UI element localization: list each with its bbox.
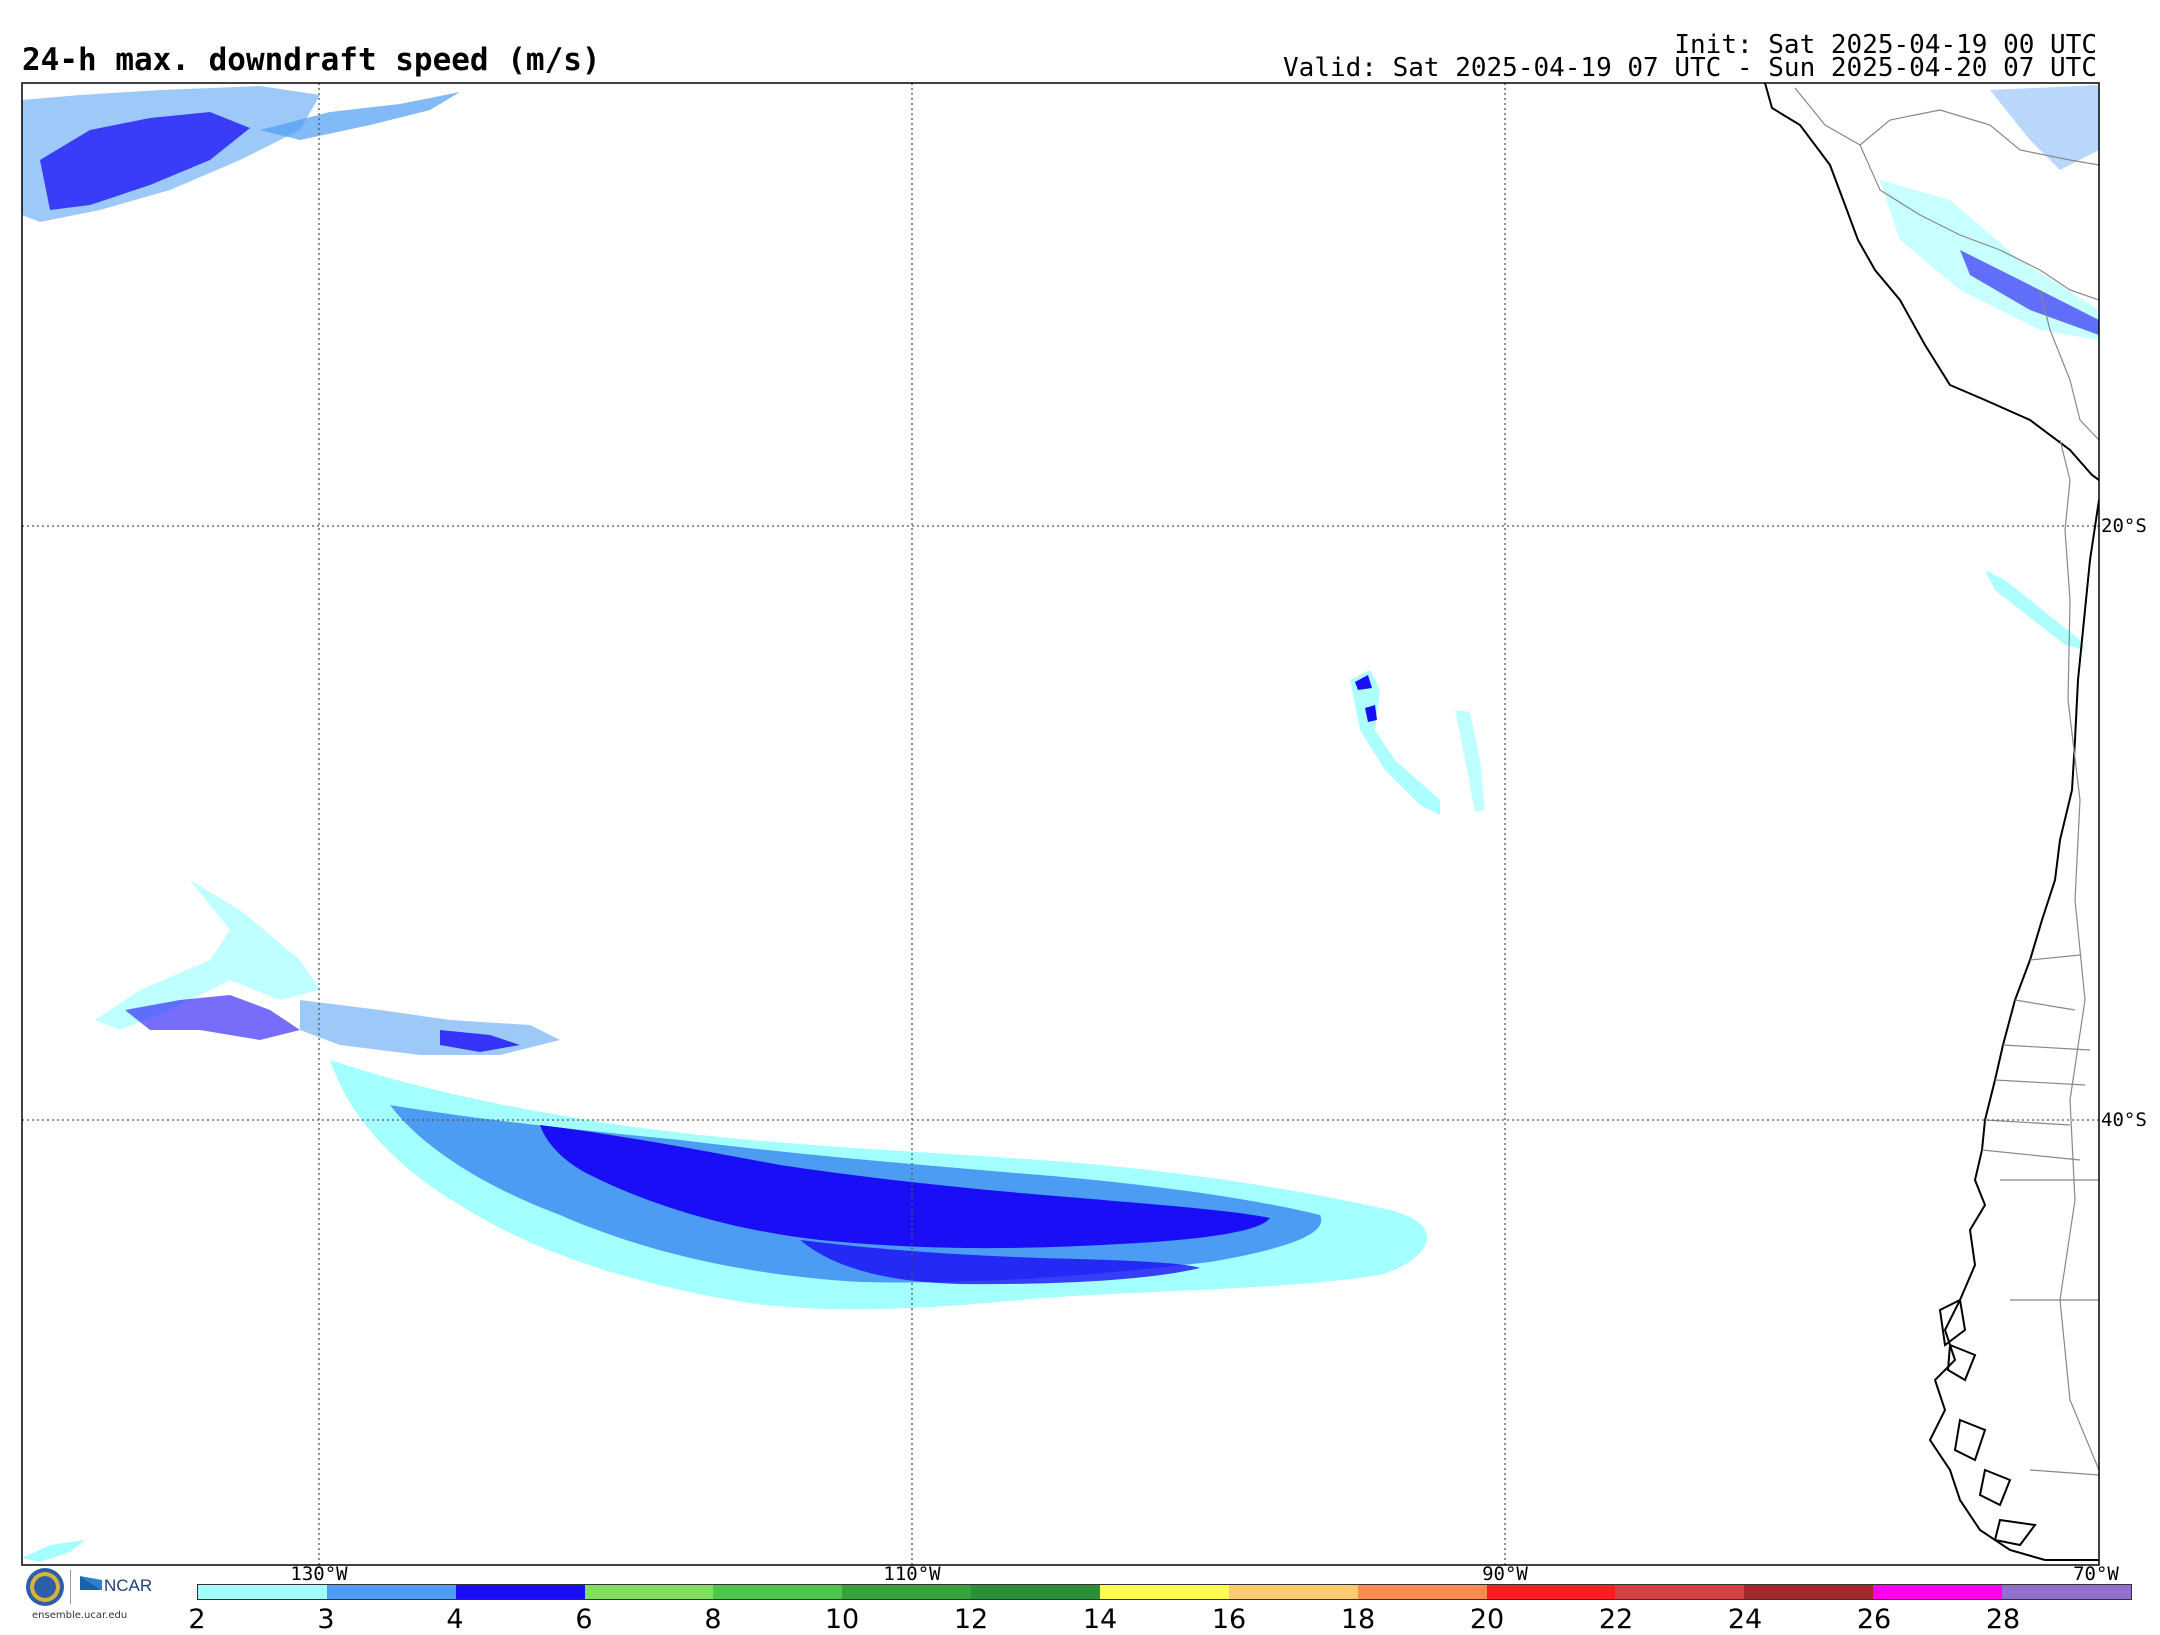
lat-label-20s: 20°S xyxy=(2101,515,2147,537)
colorbar-segment xyxy=(326,1585,456,1599)
colorbar-segment xyxy=(2002,1585,2131,1599)
map-content xyxy=(22,83,2099,1565)
colorbar-tick-label: 18 xyxy=(1340,1604,1376,1635)
colorbar-tick-label: 10 xyxy=(824,1604,860,1635)
colorbar-tick-label: 12 xyxy=(953,1604,989,1635)
colorbar-tick-label: 16 xyxy=(1211,1604,1247,1635)
colorbar-segment xyxy=(842,1585,972,1599)
map-title: 24-h max. downdraft speed (m/s) xyxy=(22,42,601,78)
country-borders xyxy=(1794,87,2099,1476)
colorbar-segment xyxy=(1486,1585,1616,1599)
colorbar-segment xyxy=(198,1585,327,1599)
ncar-mark-icon xyxy=(80,1576,102,1590)
colorbar-tick-label: 4 xyxy=(446,1604,464,1635)
lon-label-90w: 90°W xyxy=(1482,1563,1528,1585)
downdraft-cluster-southwest xyxy=(95,880,560,1055)
init-time: Init: Sat 2025-04-19 00 UTC xyxy=(1674,30,2097,60)
colorbar-segment xyxy=(584,1585,714,1599)
colorbar-tick-label: 14 xyxy=(1082,1604,1118,1635)
colorbar xyxy=(197,1584,2132,1600)
colorbar-tick-label: 6 xyxy=(575,1604,593,1635)
logo-divider xyxy=(70,1570,71,1604)
map-frame xyxy=(21,82,2100,1566)
downdraft-band-main xyxy=(330,1060,1428,1310)
colorbar-tick-label: 20 xyxy=(1469,1604,1505,1635)
colorbar-tick-label: 2 xyxy=(188,1604,206,1635)
south-america-coastline xyxy=(1764,83,2099,1561)
ensemble-url: ensemble.ucar.edu xyxy=(32,1610,128,1621)
lat-label-40s: 40°S xyxy=(2101,1109,2147,1131)
colorbar-segment xyxy=(1744,1585,1874,1599)
colorbar-tick-label: 8 xyxy=(704,1604,722,1635)
downdraft-cluster-andes-north xyxy=(1880,85,2099,340)
graticule xyxy=(22,83,2099,1565)
downdraft-streak-coastal xyxy=(1985,570,2085,650)
lon-label-110w: 110°W xyxy=(883,1563,941,1585)
lon-label-130w: 130°W xyxy=(290,1563,348,1585)
colorbar-tick-label: 24 xyxy=(1727,1604,1763,1635)
colorbar-tick-label: 28 xyxy=(1985,1604,2021,1635)
downdraft-cluster-northwest xyxy=(22,86,460,222)
valid-time-range: Valid: Sat 2025-04-19 07 UTC - Sun 2025-… xyxy=(1283,53,2097,83)
nsf-ncar-logo: NCAR ensemble.ucar.edu xyxy=(26,1568,156,1624)
colorbar-segment xyxy=(1357,1585,1487,1599)
colorbar-segment xyxy=(1228,1585,1358,1599)
colorbar-tick-label: 22 xyxy=(1598,1604,1634,1635)
downdraft-cells-midocean xyxy=(1350,670,1485,815)
colorbar-tick-label: 3 xyxy=(317,1604,335,1635)
colorbar-segment xyxy=(971,1585,1101,1599)
colorbar-segment xyxy=(455,1585,585,1599)
lon-label-70w: 70°W xyxy=(2073,1563,2119,1585)
colorbar-segment xyxy=(713,1585,843,1599)
colorbar-segment xyxy=(1100,1585,1229,1599)
colorbar-tick-label: 26 xyxy=(1856,1604,1892,1635)
downdraft-speck-southwest xyxy=(22,1540,85,1562)
nsf-seal-icon xyxy=(26,1568,64,1606)
colorbar-segment xyxy=(1615,1585,1745,1599)
ncar-wordmark: NCAR xyxy=(104,1576,153,1595)
colorbar-segment xyxy=(1873,1585,2003,1599)
